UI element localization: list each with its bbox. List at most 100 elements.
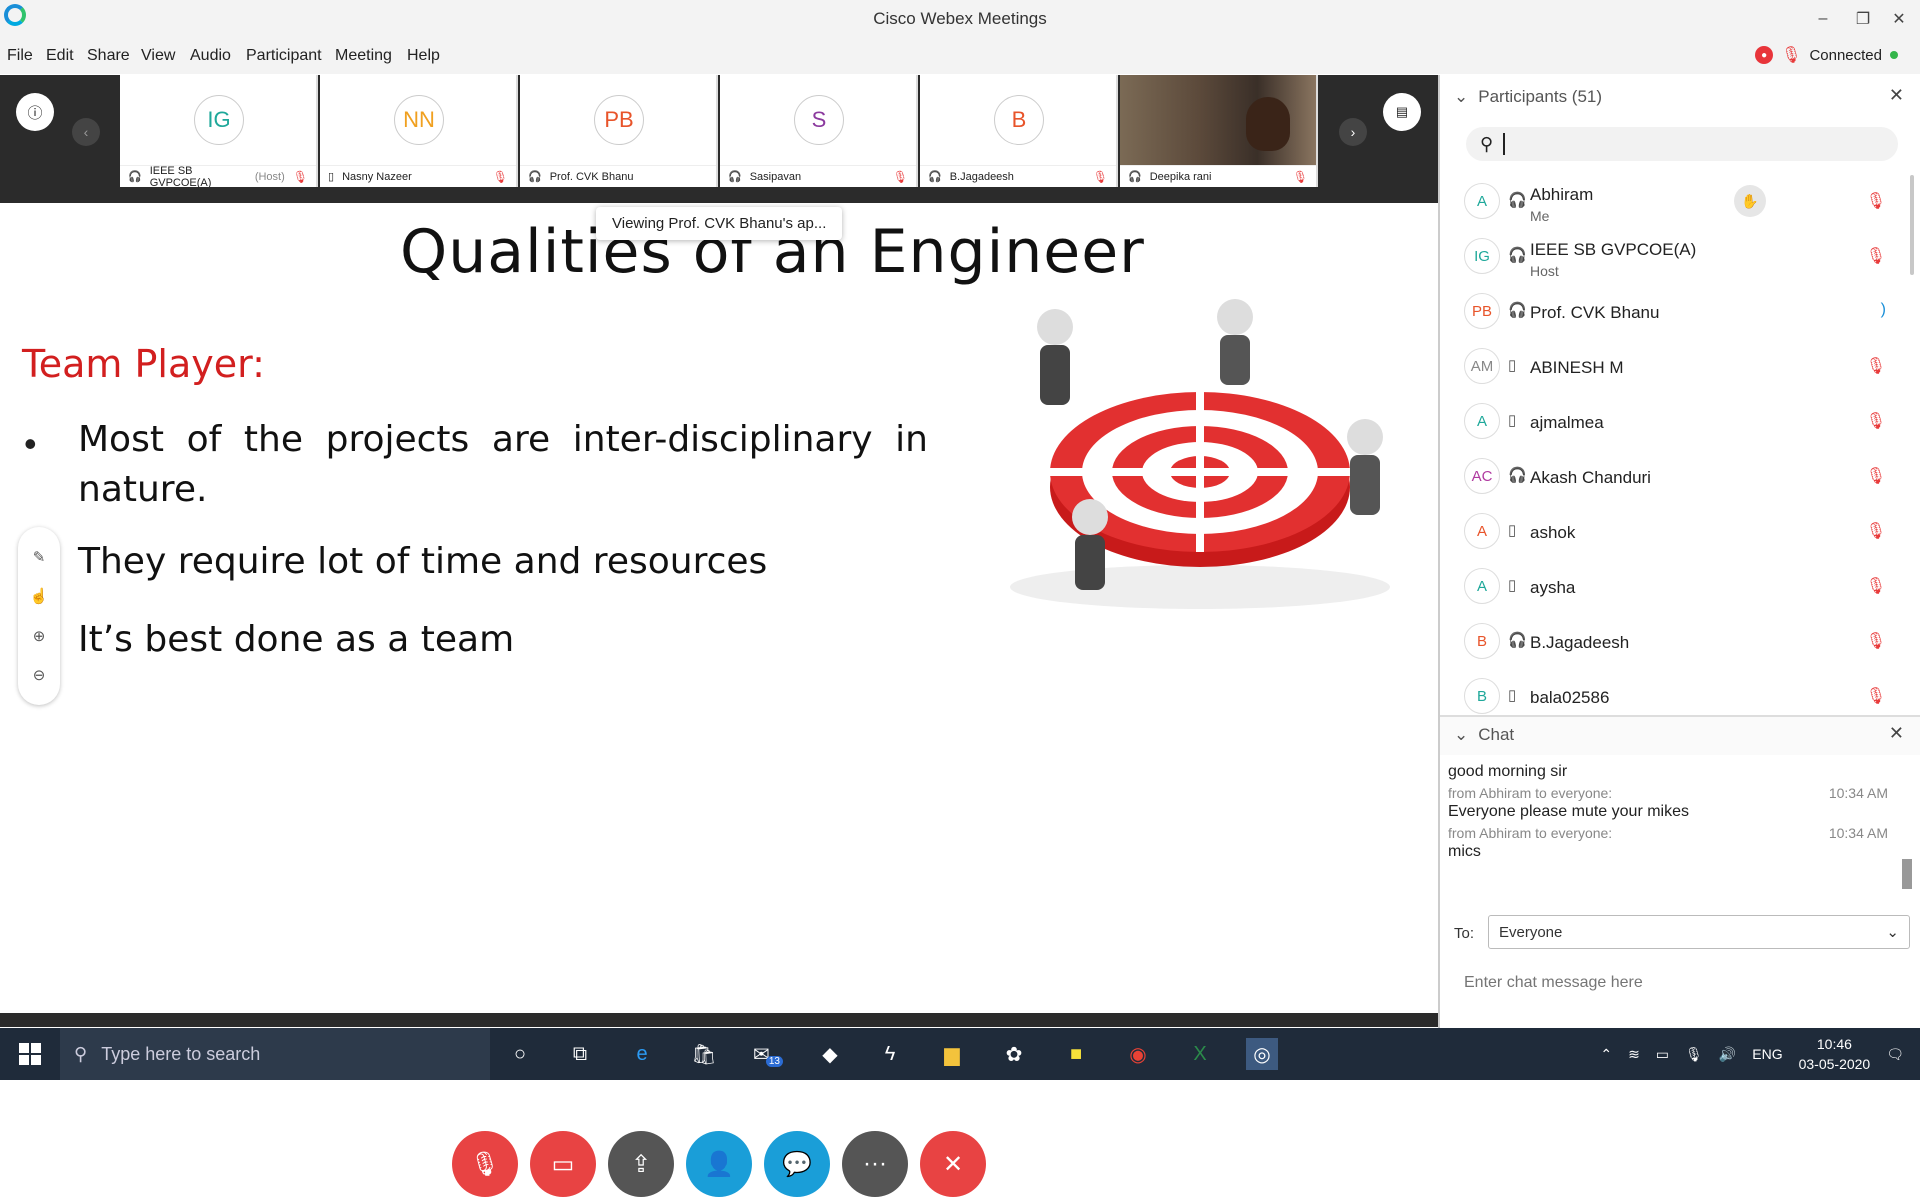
minimize-button[interactable]: –	[1818, 10, 1828, 27]
close-window-button[interactable]: ✕	[1892, 11, 1906, 28]
layout-icon[interactable]: ▤	[1383, 93, 1421, 131]
participant-row[interactable]: AM ▯ ABINESH M 🎙	[1464, 340, 1904, 395]
chevron-down-icon[interactable]: ⌄	[1454, 725, 1469, 744]
search-input[interactable]	[1503, 133, 1804, 155]
participant-row[interactable]: IG 🎧 IEEE SB GVPCOE(A) Host 🎙	[1464, 230, 1904, 285]
participant-search[interactable]: ⚲	[1466, 127, 1898, 161]
mute-button[interactable]: 🎙	[452, 1131, 518, 1197]
participants-header[interactable]: ⌄ Participants (51)	[1454, 87, 1602, 107]
participant-name: Prof. CVK Bhanu	[1530, 303, 1660, 322]
scroll-thumb[interactable]	[1902, 859, 1912, 889]
zoom-in-icon[interactable]: ⊕	[32, 627, 46, 645]
record-icon[interactable]: ●	[1755, 46, 1774, 64]
webex-taskbar-icon[interactable]: ◎	[1246, 1038, 1278, 1070]
video-tile-live[interactable]: 🎧 Deepika rani 🎙	[1120, 75, 1318, 187]
participants-button[interactable]: 👤	[686, 1131, 752, 1197]
cortana-icon[interactable]: ○	[513, 1042, 527, 1065]
menu-participant[interactable]: Participant	[246, 47, 322, 64]
participant-row[interactable]: PB 🎧 Prof. CVK Bhanu )	[1464, 285, 1904, 340]
leave-button[interactable]: ✕	[920, 1131, 986, 1197]
language-indicator[interactable]: ENG	[1752, 1046, 1783, 1062]
video-tile[interactable]: NN ▯ Nasny Nazeer 🎙	[320, 75, 518, 187]
muted-mic-icon[interactable]: 🎙	[1865, 633, 1886, 650]
excel-icon[interactable]: X	[1193, 1042, 1207, 1065]
participant-row[interactable]: B ▯ bala02586 🎙	[1464, 670, 1904, 715]
paint-icon[interactable]: ✿	[1005, 1043, 1023, 1066]
menu-help[interactable]: Help	[407, 47, 440, 64]
muted-mic-icon[interactable]: 🎙	[1781, 47, 1802, 64]
menu-share[interactable]: Share	[87, 47, 130, 64]
task-view-icon[interactable]: ⧉	[572, 1042, 588, 1065]
video-button[interactable]: ▭	[530, 1131, 596, 1197]
muted-mic-icon[interactable]: 🎙	[1865, 358, 1886, 375]
raise-hand-icon[interactable]: ✋	[1734, 185, 1766, 217]
menu-audio[interactable]: Audio	[190, 47, 231, 64]
clock[interactable]: 10:46 03-05-2020	[1799, 1034, 1871, 1074]
chat-input[interactable]	[1464, 965, 1904, 1001]
mail-icon[interactable]: ✉ 13	[752, 1038, 784, 1070]
muted-mic-icon[interactable]: 🎙	[1865, 688, 1886, 705]
pointer-icon[interactable]: ☝	[29, 588, 49, 606]
store-icon[interactable]: 🛍	[691, 1043, 717, 1066]
menu-file[interactable]: File	[7, 47, 33, 64]
participant-row[interactable]: B 🎧 B.Jagadeesh 🎙	[1464, 615, 1904, 670]
video-tile[interactable]: B 🎧 B.Jagadeesh 🎙	[920, 75, 1118, 187]
chevron-up-icon[interactable]: ⌃	[1600, 1045, 1613, 1062]
chat-button[interactable]: 💬	[764, 1131, 830, 1197]
battery-icon[interactable]: ▭	[1655, 1045, 1670, 1062]
muted-mic-icon[interactable]: 🎙	[1865, 468, 1886, 485]
participant-row[interactable]: A ▯ aysha 🎙	[1464, 560, 1904, 615]
restore-button[interactable]: ❐	[1855, 11, 1871, 28]
zoom-out-icon[interactable]: ⊖	[32, 667, 46, 685]
menu-edit[interactable]: Edit	[46, 47, 74, 64]
participant-name: IEEE SB GVPCOE(A)	[1530, 240, 1697, 259]
share-button[interactable]: ⇪	[608, 1131, 674, 1197]
close-icon[interactable]: ✕	[1888, 723, 1904, 743]
menu-view[interactable]: View	[141, 47, 176, 64]
muted-mic-icon[interactable]: 🎙	[1865, 578, 1886, 595]
headset-icon: 🎧	[1508, 302, 1527, 319]
muted-mic-icon[interactable]: 🎙	[1865, 523, 1886, 540]
participant-row[interactable]: A ▯ ashok 🎙	[1464, 505, 1904, 560]
info-icon[interactable]: ⓘ	[16, 93, 54, 131]
sticky-notes-icon[interactable]: ■	[1069, 1042, 1083, 1065]
video-tile[interactable]: S 🎧 Sasipavan 🎙	[720, 75, 918, 187]
edge-icon[interactable]: e	[636, 1042, 648, 1065]
menu-meeting[interactable]: Meeting	[335, 47, 392, 64]
muted-mic-icon[interactable]: 🎙	[1865, 413, 1886, 430]
participants-scrollbar[interactable]	[1910, 175, 1914, 275]
participant-row[interactable]: AC 🎧 Akash Chanduri 🎙	[1464, 450, 1904, 505]
participant-name: ajmalmea	[1530, 413, 1604, 432]
more-button[interactable]: ···	[842, 1131, 908, 1197]
viewing-tooltip[interactable]: Viewing Prof. CVK Bhanu's ap...	[596, 207, 843, 240]
chevron-down-icon[interactable]: ⌄	[1454, 87, 1469, 106]
file-explorer-icon[interactable]: ▆	[944, 1043, 960, 1066]
chat-header[interactable]: ⌄ Chat	[1454, 725, 1514, 745]
windows-start-button[interactable]	[0, 1028, 60, 1080]
participant-row[interactable]: A 🎧 Abhiram Me ✋ 🎙	[1464, 175, 1904, 230]
muted-mic-icon[interactable]: 🎙	[1865, 248, 1886, 265]
microphone-icon[interactable]: 🎙	[1685, 1045, 1703, 1062]
dropbox-icon[interactable]: ◆	[822, 1043, 838, 1066]
muted-mic-icon[interactable]: 🎙	[1865, 193, 1886, 210]
recipient-select[interactable]: Everyone ⌄	[1488, 915, 1910, 949]
app-icon[interactable]: ϟ	[884, 1042, 896, 1065]
strip-prev-button[interactable]: ‹	[72, 118, 100, 146]
avatar: B	[994, 95, 1044, 145]
chrome-icon[interactable]: ◉	[1129, 1043, 1147, 1066]
participant-name: bala02586	[1530, 688, 1610, 707]
windows-taskbar: ⚲ Type here to search ○ ⧉ e 🛍 ✉ 13 ◆ ϟ ▆ ✿…	[0, 1028, 1920, 1080]
taskbar-search[interactable]: ⚲ Type here to search	[60, 1028, 490, 1080]
chat-scrollbar[interactable]	[1900, 763, 1914, 903]
wifi-icon[interactable]: ≋	[1628, 1045, 1640, 1062]
video-tile[interactable]: IG 🎧 IEEE SB GVPCOE(A) (Host) 🎙	[120, 75, 318, 189]
participant-row[interactable]: A ▯ ajmalmea 🎙	[1464, 395, 1904, 450]
speaking-icon[interactable]: )	[1880, 301, 1886, 318]
notifications-icon[interactable]: 🗨	[1886, 1045, 1904, 1062]
close-icon[interactable]: ✕	[1888, 85, 1904, 105]
shared-content: Viewing Prof. CVK Bhanu's ap... Qualitie…	[0, 187, 1438, 1197]
volume-icon[interactable]: 🔊	[1718, 1045, 1737, 1062]
video-tile[interactable]: PB 🎧 Prof. CVK Bhanu	[520, 75, 718, 187]
pen-icon[interactable]: ✎	[32, 548, 46, 566]
strip-next-button[interactable]: ›	[1339, 118, 1367, 146]
